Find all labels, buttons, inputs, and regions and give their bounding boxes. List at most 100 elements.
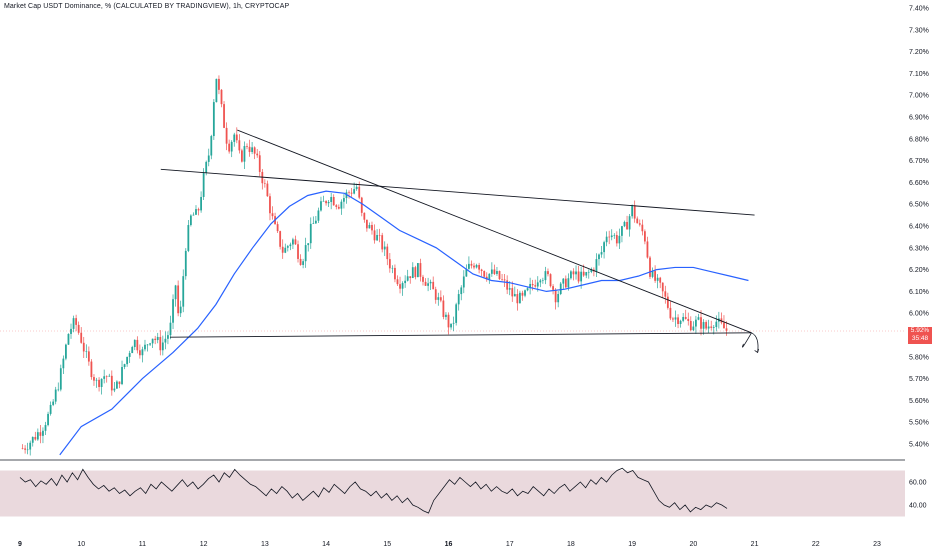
candle-body: [21, 448, 24, 449]
candle-body: [562, 278, 565, 284]
candle-body: [314, 220, 317, 224]
candle-body: [253, 147, 256, 154]
candle-body: [376, 234, 378, 241]
candle-body: [138, 350, 141, 356]
candle-body: [126, 356, 129, 365]
candle-body: [455, 304, 458, 323]
candle-body: [437, 297, 440, 300]
candle-body: [687, 318, 690, 321]
candle-body: [235, 134, 238, 141]
candle-body: [496, 271, 498, 274]
candle-body: [447, 314, 450, 328]
price-tick-label: 7.40%: [909, 6, 929, 13]
candle-body: [159, 336, 162, 351]
candle-body: [271, 213, 274, 217]
candle-body: [513, 294, 516, 297]
candle-body: [457, 294, 460, 305]
candle-body: [325, 201, 327, 204]
price-tick-label: 7.00%: [909, 93, 929, 100]
price-axis[interactable]: 7.40% 7.30% 7.20% 7.10% 7.00% 6.90% 6.80% 6.70%…: [909, 6, 929, 449]
candle-body: [587, 271, 590, 273]
time-tick-label: 9: [18, 541, 22, 548]
candle-body: [131, 347, 134, 354]
candle-body: [633, 205, 636, 219]
price-tick-label: 7.30%: [909, 27, 929, 34]
candle-body: [557, 294, 560, 303]
candle-body: [230, 141, 233, 152]
candle-body: [161, 342, 164, 351]
candle-body: [350, 192, 353, 194]
candle-body: [529, 283, 532, 289]
candle-body: [605, 236, 608, 243]
candle-body: [715, 321, 718, 328]
candle-body: [554, 289, 557, 303]
candle-body: [200, 196, 202, 211]
candle-body: [628, 216, 631, 230]
candle-body: [700, 317, 702, 329]
candle-body: [192, 214, 195, 216]
candle-body: [575, 271, 577, 275]
candle-body: [49, 404, 52, 414]
chart-title: Market Cap USDT Dominance, % (CALCULATED…: [4, 3, 290, 10]
candle-body: [320, 201, 322, 211]
candle-body: [580, 271, 583, 282]
candle-body: [343, 198, 345, 202]
candle-body: [501, 279, 503, 280]
candle-body: [363, 212, 366, 220]
candle-body: [317, 210, 320, 221]
candle-body: [470, 263, 473, 266]
candle-body: [702, 322, 705, 329]
candle-body: [123, 364, 126, 368]
candle-body: [103, 376, 106, 379]
candle-body: [608, 236, 611, 238]
candle-body: [547, 271, 549, 275]
candle-body: [697, 317, 700, 320]
candle-body: [707, 326, 710, 329]
candle-body: [595, 259, 598, 272]
candle-body: [243, 146, 246, 162]
candle-body: [169, 322, 172, 336]
candlestick-series: [21, 75, 728, 456]
candle-body: [406, 276, 409, 281]
trendlines: [160, 129, 760, 354]
candle-body: [110, 375, 113, 391]
time-tick-label: 12: [200, 541, 208, 548]
candle-body: [24, 448, 27, 450]
candle-body: [284, 247, 287, 253]
candle-body: [399, 284, 401, 289]
candle-body: [585, 272, 588, 276]
time-tick-label: 23: [873, 541, 881, 548]
candle-body: [207, 155, 210, 162]
price-tick-label: 6.00%: [909, 311, 929, 318]
candle-body: [195, 209, 197, 215]
candle-body: [368, 224, 371, 229]
time-tick-label: 21: [751, 541, 759, 548]
candle-body: [182, 276, 185, 307]
candle-body: [631, 205, 634, 217]
candle-body: [332, 196, 335, 206]
candle-body: [615, 235, 618, 244]
candle-body: [536, 282, 539, 287]
candle-body: [212, 102, 215, 137]
candle-body: [419, 263, 422, 277]
candle-body: [508, 288, 511, 290]
rsi-tick-label: 40.00: [909, 503, 927, 510]
candle-body: [439, 297, 442, 301]
candle-body: [450, 323, 452, 328]
candle-body: [511, 288, 514, 297]
candle-body: [276, 224, 279, 232]
candle-body: [480, 269, 483, 271]
candle-body: [87, 351, 90, 362]
time-tick-label: 22: [812, 541, 820, 548]
candle-body: [292, 239, 294, 245]
rsi-axis[interactable]: 60.00 40.00: [909, 480, 927, 510]
time-tick-label: 10: [77, 541, 85, 548]
candle-body: [93, 377, 95, 381]
candle-body: [177, 285, 180, 314]
candle-body: [90, 361, 93, 378]
candle-body: [118, 381, 121, 385]
candle-body: [378, 234, 381, 236]
moving-average-series: [59, 190, 749, 456]
time-tick-label: 11: [139, 541, 146, 548]
time-axis[interactable]: 9 10 11 12 13 14 15 16 17 18 19 20 21 22 23: [18, 541, 881, 548]
